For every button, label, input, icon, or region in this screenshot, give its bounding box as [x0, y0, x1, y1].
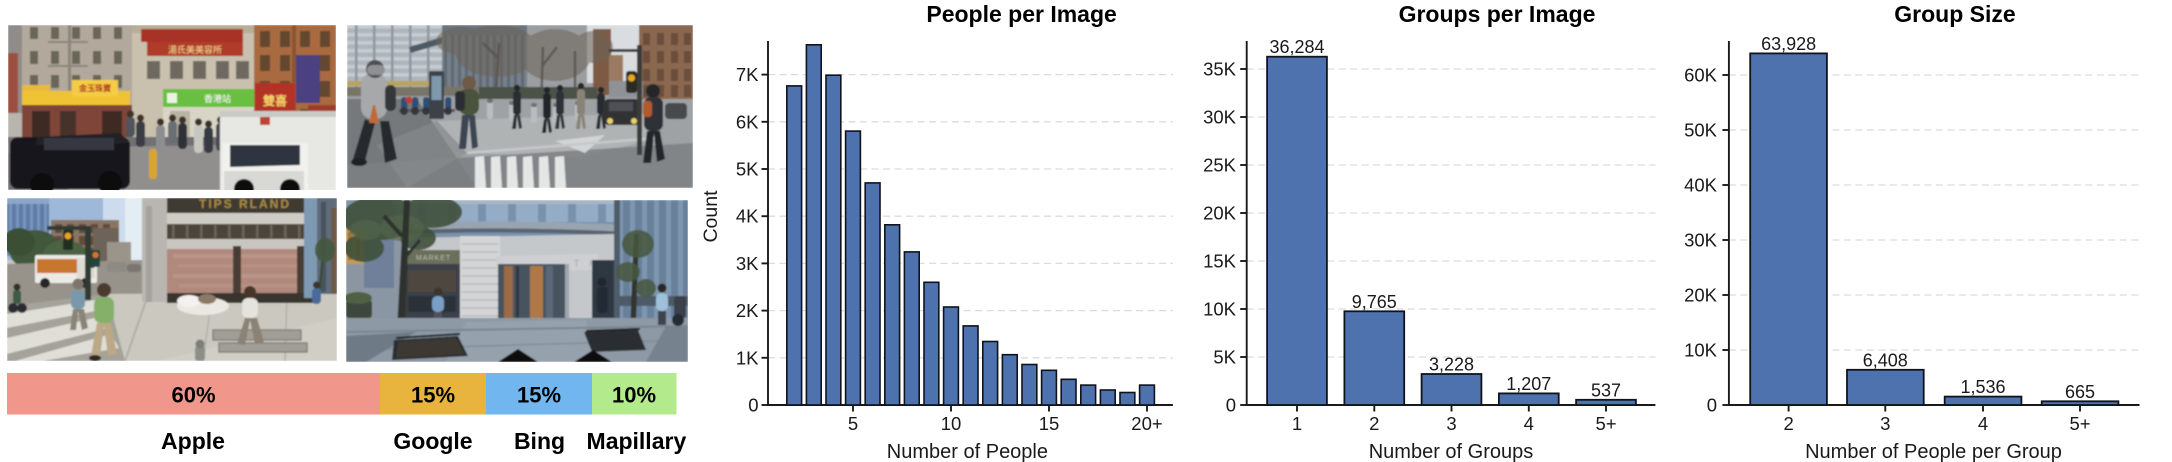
- svg-text:1,536: 1,536: [1960, 377, 2005, 397]
- svg-text:4K: 4K: [736, 206, 759, 227]
- svg-text:金玉珠寶: 金玉珠寶: [78, 83, 111, 93]
- svg-text:20K: 20K: [1684, 285, 1718, 306]
- svg-text:6,408: 6,408: [1863, 350, 1908, 370]
- svg-text:15%: 15%: [517, 383, 561, 408]
- svg-text:1,207: 1,207: [1506, 374, 1551, 394]
- svg-text:5+: 5+: [2069, 413, 2090, 434]
- svg-text:35K: 35K: [1203, 59, 1237, 80]
- svg-text:Number of People per Group: Number of People per Group: [1805, 441, 2062, 462]
- svg-text:Count: Count: [700, 190, 722, 243]
- svg-text:3,228: 3,228: [1429, 355, 1474, 375]
- svg-text:Mapillary: Mapillary: [587, 428, 687, 454]
- svg-text:5: 5: [848, 413, 858, 434]
- svg-text:雙喜: 雙喜: [263, 93, 287, 108]
- svg-text:1K: 1K: [736, 347, 759, 368]
- svg-text:537: 537: [1591, 380, 1621, 400]
- svg-text:0: 0: [1707, 395, 1717, 416]
- svg-text:30K: 30K: [1203, 107, 1237, 128]
- svg-text:2K: 2K: [736, 300, 759, 321]
- svg-text:4: 4: [1978, 413, 1988, 434]
- svg-text:25K: 25K: [1203, 155, 1237, 176]
- svg-text:10%: 10%: [612, 383, 656, 408]
- svg-text:60K: 60K: [1684, 65, 1718, 86]
- svg-text:香港站: 香港站: [204, 93, 231, 104]
- svg-text:Apple: Apple: [161, 428, 225, 454]
- svg-text:40K: 40K: [1684, 175, 1718, 196]
- svg-text:Google: Google: [393, 428, 472, 454]
- svg-text:50K: 50K: [1684, 120, 1718, 141]
- svg-text:10: 10: [941, 413, 962, 434]
- svg-text:Number of People: Number of People: [887, 441, 1048, 462]
- svg-text:20K: 20K: [1203, 203, 1237, 224]
- svg-text:MARKET: MARKET: [416, 255, 451, 262]
- svg-text:2: 2: [1369, 413, 1379, 434]
- svg-text:15: 15: [1039, 413, 1060, 434]
- svg-text:3: 3: [1880, 413, 1890, 434]
- svg-text:665: 665: [2065, 382, 2095, 402]
- svg-text:7K: 7K: [736, 64, 759, 85]
- svg-text:3K: 3K: [736, 253, 759, 274]
- svg-text:Number of Groups: Number of Groups: [1369, 441, 1534, 462]
- svg-text:10K: 10K: [1203, 299, 1237, 320]
- svg-text:30K: 30K: [1684, 230, 1718, 251]
- svg-text:9,765: 9,765: [1352, 292, 1397, 312]
- svg-text:5K: 5K: [1213, 347, 1236, 368]
- svg-text:20+: 20+: [1131, 413, 1162, 434]
- svg-text:15%: 15%: [411, 383, 455, 408]
- svg-text:2: 2: [1783, 413, 1793, 434]
- svg-text:5K: 5K: [736, 159, 759, 180]
- svg-text:Bing: Bing: [514, 428, 565, 454]
- svg-text:Group Size: Group Size: [1894, 1, 2015, 27]
- svg-text:1: 1: [1292, 413, 1302, 434]
- svg-text:63,928: 63,928: [1761, 34, 1816, 54]
- svg-text:60%: 60%: [171, 383, 215, 408]
- svg-text:People per Image: People per Image: [926, 1, 1116, 27]
- svg-text:15K: 15K: [1203, 251, 1237, 272]
- svg-text:3: 3: [1446, 413, 1456, 434]
- svg-text:10K: 10K: [1684, 340, 1718, 361]
- svg-text:湯氏美美容所: 湯氏美美容所: [168, 44, 222, 55]
- svg-text:5+: 5+: [1595, 413, 1616, 434]
- svg-text:6K: 6K: [736, 111, 759, 132]
- svg-text:Groups per Image: Groups per Image: [1399, 1, 1596, 27]
- svg-text:0: 0: [748, 395, 758, 416]
- svg-text:36,284: 36,284: [1269, 37, 1324, 57]
- svg-text:4: 4: [1524, 413, 1534, 434]
- svg-text:0: 0: [1226, 395, 1236, 416]
- svg-text:TIPS RLAND: TIPS RLAND: [199, 197, 291, 211]
